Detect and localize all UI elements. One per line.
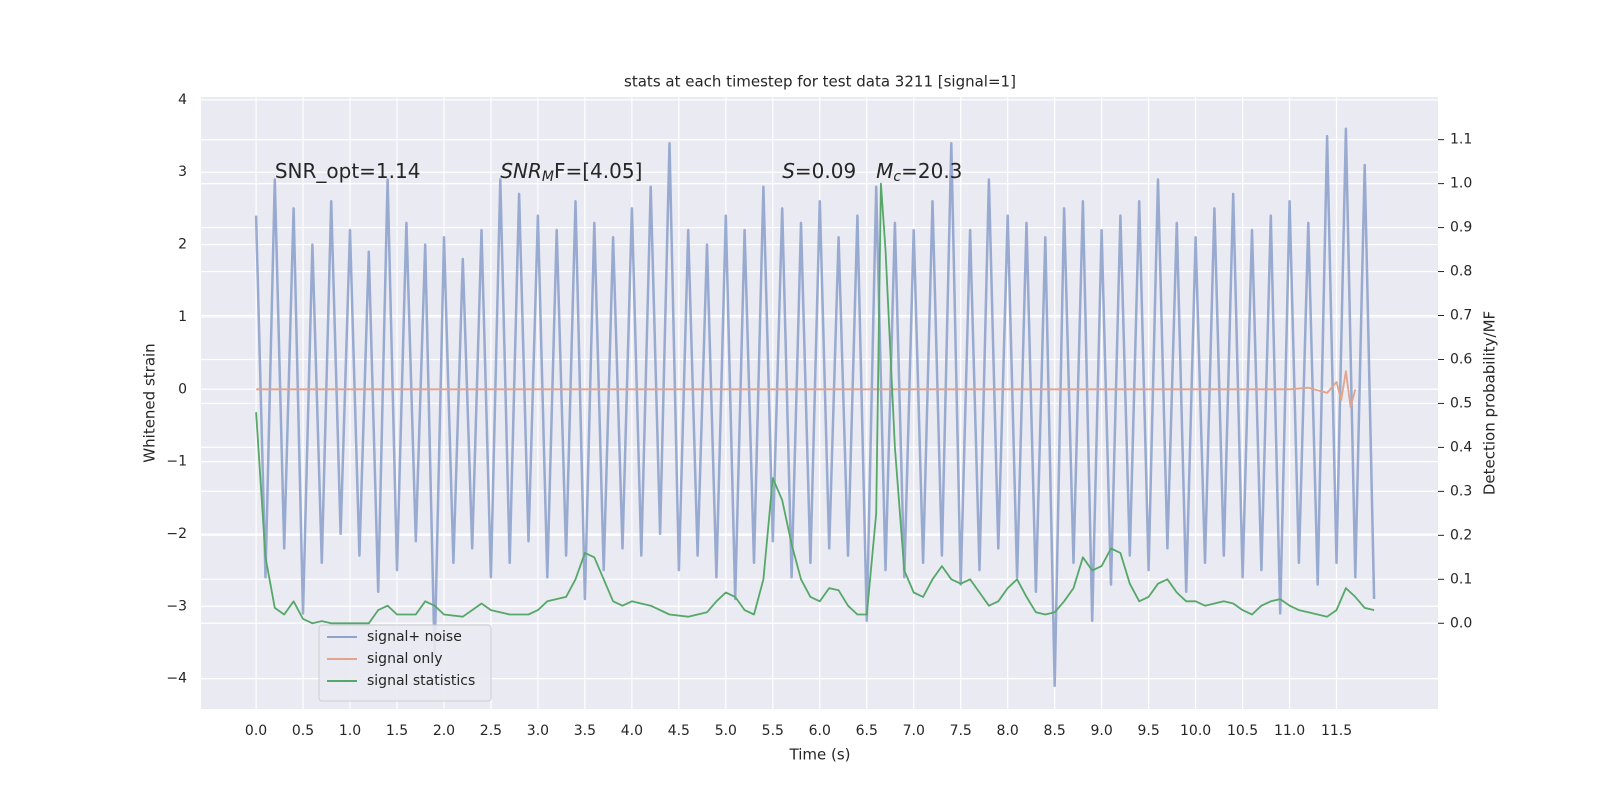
x-tick-label: 7.5	[950, 723, 972, 739]
x-tick-label: 6.0	[809, 723, 831, 739]
annotation-part: c	[893, 169, 901, 185]
series-line	[256, 370, 1357, 409]
x-tick-label: 6.5	[856, 723, 878, 739]
annotation: SNR_opt=1.14	[275, 159, 421, 183]
y2-tick-label: 0.0	[1450, 615, 1472, 631]
legend-label: signal statistics	[367, 673, 475, 689]
x-tick-label: 1.5	[386, 723, 408, 739]
annotation-part: S	[782, 159, 795, 183]
y-tick-label: 3	[178, 164, 187, 180]
legend-box	[318, 624, 492, 702]
x-tick-label: 8.0	[997, 723, 1019, 739]
y2-tick-label: 1.1	[1450, 132, 1472, 148]
annotation: Mc=20.3	[876, 159, 962, 186]
annotation-part: SNR_opt=1.14	[275, 159, 421, 183]
y2-axis-label: Detection probability/MF	[1481, 311, 1499, 495]
y2-tick-label: 0.1	[1450, 571, 1472, 587]
annotation-part: SNR	[500, 159, 542, 183]
series-line	[254, 127, 1376, 688]
annotation-part: M	[876, 159, 893, 183]
y-tick-label: −4	[166, 671, 187, 687]
y-tick-label: 2	[178, 237, 187, 253]
x-tick-label: 10.0	[1180, 723, 1211, 739]
annotation: S=0.09	[782, 159, 856, 183]
y2-tick-label: 0.9	[1450, 220, 1472, 236]
y-tick-label: 1	[178, 309, 187, 325]
marks	[254, 127, 1376, 688]
y-tick-label: −1	[166, 454, 187, 470]
annotation-part: M	[542, 169, 554, 185]
y2-tick-label: 0.6	[1450, 351, 1472, 367]
y2-tick-label: 1.0	[1450, 176, 1472, 192]
x-tick-label: 0.5	[292, 723, 314, 739]
y2-tick-label: 0.5	[1450, 395, 1472, 411]
y2-tick-label: 0.2	[1450, 527, 1472, 543]
x-tick-label: 1.0	[339, 723, 361, 739]
y2-tick-label: 0.3	[1450, 483, 1472, 499]
y-axis-label: Whitened strain	[141, 343, 159, 462]
annotation: SNRMF=[4.05]	[500, 159, 642, 186]
x-tick-label: 5.0	[715, 723, 737, 739]
x-tick-label: 2.5	[480, 723, 502, 739]
x-tick-label: 8.5	[1044, 723, 1066, 739]
y-tick-label: −3	[166, 598, 187, 614]
labels: 0.0 0.5 1.0 1.5 2.0 2.5 3.0 3.5 4.0 4.5 5.0 5.5 6.0 6…	[166, 92, 1472, 739]
x-tick-label: 5.5	[762, 723, 784, 739]
y-tick-label: 0	[178, 381, 187, 397]
x-tick-label: 7.0	[903, 723, 925, 739]
x-tick-label: 11.5	[1321, 723, 1352, 739]
x-tick-label: 4.5	[668, 723, 690, 739]
x-tick-label: 10.5	[1227, 723, 1258, 739]
annotation-part: F=[4.05]	[554, 159, 642, 183]
chart-title: stats at each timestep for test data 321…	[624, 73, 1016, 91]
annotation-part: =20.3	[901, 159, 962, 183]
legend-label: signal+ noise	[367, 629, 462, 645]
series-line	[255, 182, 1375, 625]
x-axis-label: Time (s)	[789, 746, 851, 764]
y-tick-label: −2	[166, 526, 187, 542]
x-tick-label: 3.5	[574, 723, 596, 739]
x-tick-label: 9.0	[1091, 723, 1113, 739]
y2-tick-label: 0.7	[1450, 308, 1472, 324]
y2-tick-label: 0.8	[1450, 264, 1472, 280]
x-tick-label: 4.0	[621, 723, 643, 739]
y2-tick-label: 0.4	[1450, 439, 1472, 455]
x-tick-label: 11.0	[1274, 723, 1305, 739]
annotation-part: =0.09	[795, 159, 856, 183]
legend-label: signal only	[367, 651, 442, 667]
y-tick-label: 4	[178, 92, 187, 108]
x-tick-label: 2.0	[433, 723, 455, 739]
x-tick-label: 9.5	[1137, 723, 1159, 739]
x-tick-label: 0.0	[245, 723, 267, 739]
x-tick-label: 3.0	[527, 723, 549, 739]
